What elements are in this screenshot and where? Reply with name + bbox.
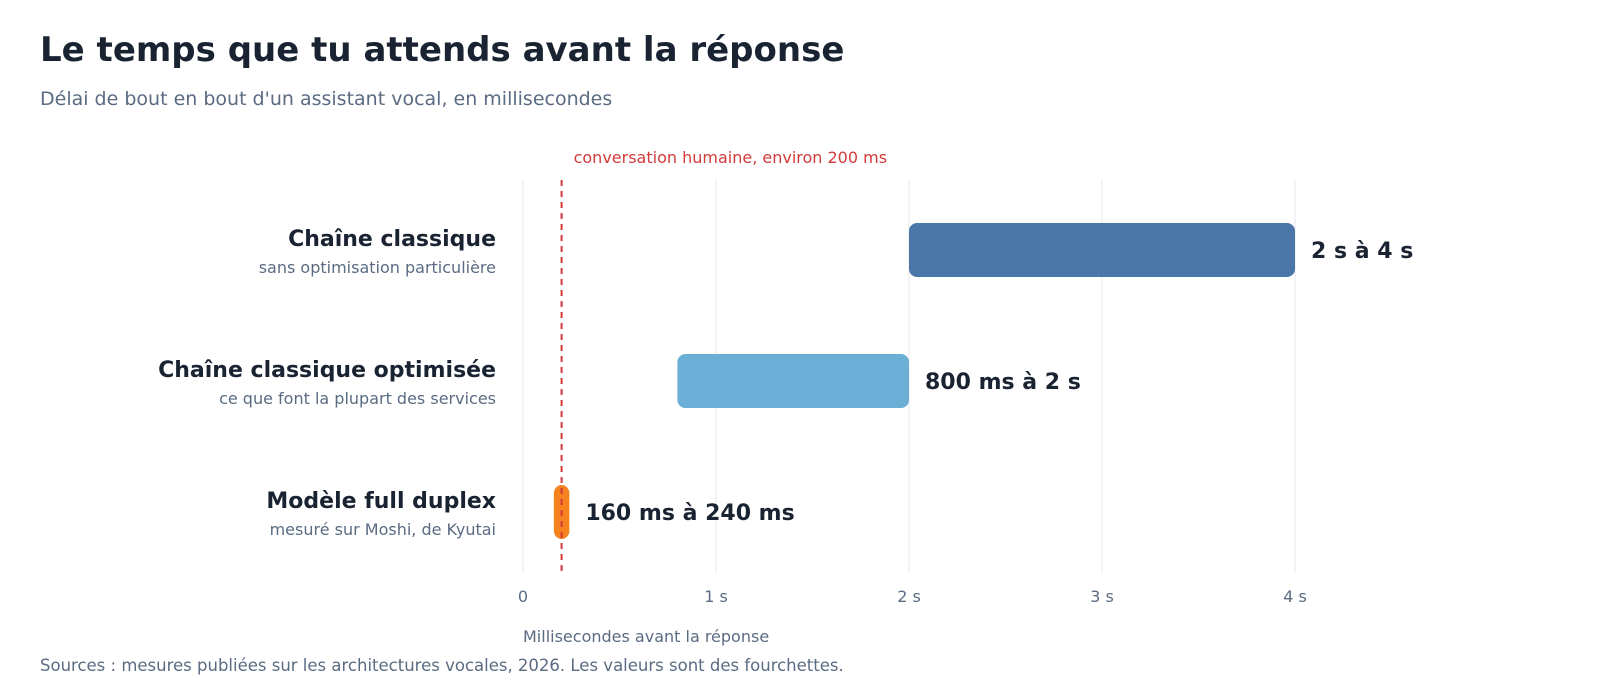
reference-line-label: conversation humaine, environ 200 ms — [574, 148, 887, 167]
x-tick-label: 3 s — [1090, 587, 1114, 606]
x-tick-label: 0 — [518, 587, 528, 606]
chart-title: Le temps que tu attends avant la réponse — [40, 30, 845, 70]
x-axis-label: Millisecondes avant la réponse — [523, 627, 769, 646]
category-note: mesuré sur Moshi, de Kyutai — [270, 520, 496, 539]
bar-value-label: 160 ms à 240 ms — [585, 501, 794, 526]
range-bar — [909, 223, 1295, 277]
bar-value-label: 800 ms à 2 s — [925, 370, 1081, 395]
category-label: Modèle full duplex — [266, 489, 496, 514]
source-note: Sources : mesures publiées sur les archi… — [40, 656, 844, 675]
category-label: Chaîne classique optimisée — [158, 358, 496, 383]
range-bar — [677, 354, 909, 408]
category-label: Chaîne classique — [288, 227, 496, 252]
chart-subtitle: Délai de bout en bout d'un assistant voc… — [40, 88, 613, 110]
x-tick-label: 1 s — [704, 587, 728, 606]
category-note: ce que font la plupart des services — [219, 389, 496, 408]
x-tick-label: 2 s — [897, 587, 921, 606]
category-note: sans optimisation particulière — [259, 258, 496, 277]
bar-value-label: 2 s à 4 s — [1311, 239, 1413, 264]
x-tick-label: 4 s — [1283, 587, 1307, 606]
